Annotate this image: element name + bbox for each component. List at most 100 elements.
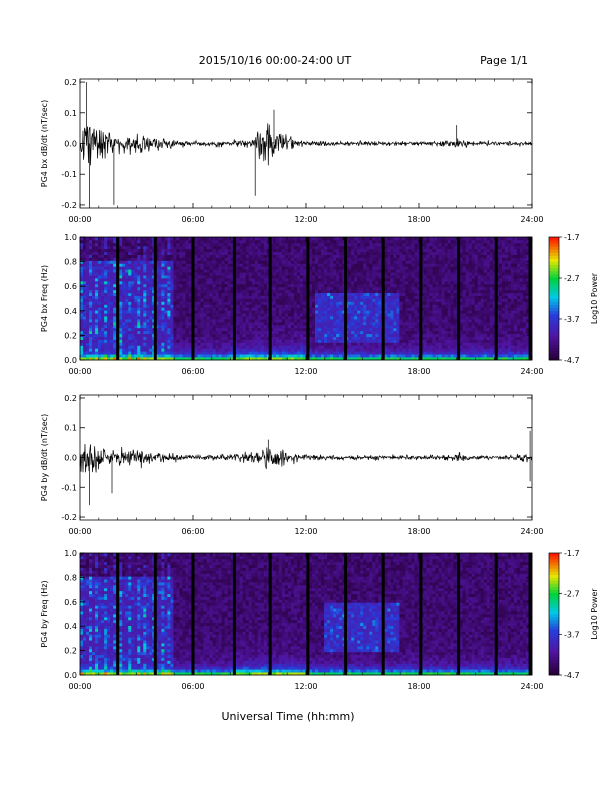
spectrogram-cell (264, 249, 267, 252)
spectrogram-cell (424, 269, 427, 272)
spectrogram-cell (399, 243, 402, 246)
spectrogram-cell (414, 299, 417, 302)
spectrogram-cell (228, 255, 231, 258)
spectrogram-cell (173, 331, 176, 334)
spectrogram-cell (300, 287, 303, 290)
spectrogram-cell (288, 240, 291, 243)
spectrogram-cell (252, 243, 255, 246)
spectrogram-cell (122, 272, 125, 275)
spectrogram-cell (164, 351, 167, 354)
spectrogram-cell (261, 334, 264, 337)
spectrogram-cell (279, 328, 282, 331)
spectrogram-cell (324, 290, 327, 293)
spectrogram-cell (110, 269, 113, 272)
spectrogram-cell (110, 319, 113, 322)
spectrogram-cell (309, 351, 312, 354)
spectrogram-cell (384, 307, 387, 310)
spectrogram-cell (363, 342, 366, 345)
spectrogram-cell (219, 354, 222, 357)
spectrogram-cell (146, 281, 149, 284)
spectrogram-cell (161, 281, 164, 284)
spectrogram-cell (393, 331, 396, 334)
spectrogram-cell (86, 263, 89, 266)
spectrogram-cell (264, 296, 267, 299)
spectrogram-cell (261, 325, 264, 328)
spectrogram-cell (164, 340, 167, 343)
spectrogram-cell (384, 275, 387, 278)
spectrogram-cell (333, 269, 336, 272)
spectrogram-cell (149, 281, 152, 284)
spectrogram-cell (372, 313, 375, 316)
spectrogram-cell (158, 299, 161, 302)
spectrogram-cell (402, 351, 405, 354)
spectrogram-cell (375, 287, 378, 290)
spectrogram-cell (354, 240, 357, 243)
spectrogram-cell (137, 307, 140, 310)
spectrogram-cell (110, 296, 113, 299)
spectrogram-cell (273, 275, 276, 278)
spectrogram-cell (351, 240, 354, 243)
spectrogram-cell (143, 313, 146, 316)
spectrogram-cell (291, 263, 294, 266)
spectrogram-cell (179, 348, 182, 351)
spectrogram-cell (396, 322, 399, 325)
spectrogram-cell (104, 243, 107, 246)
spectrogram-cell (237, 340, 240, 343)
spectrogram-cell (303, 272, 306, 275)
spectrogram-cell (297, 299, 300, 302)
spectrogram-cell (119, 299, 122, 302)
spectrogram-cell (113, 290, 116, 293)
spectrogram-cell (83, 278, 86, 281)
spectrogram-cell (348, 345, 351, 348)
x-tick-label: 24:00 (520, 215, 543, 224)
spectrogram-cell (273, 243, 276, 246)
spectrogram-cell (107, 304, 110, 307)
spectrogram-cell (101, 313, 104, 316)
spectrogram-cell (315, 284, 318, 287)
spectrogram-cell (167, 246, 170, 249)
spectrogram-cell (378, 260, 381, 263)
spectrogram-cell (167, 337, 170, 340)
spectrogram-cell (255, 345, 258, 348)
spectrogram-cell (195, 275, 198, 278)
spectrogram-cell (309, 252, 312, 255)
spectrogram-cell (366, 255, 369, 258)
spectrogram-cell (164, 284, 167, 287)
spectrogram-cell (128, 281, 131, 284)
spectrogram-cell (363, 275, 366, 278)
spectrogram-cell (92, 263, 95, 266)
spectrogram-cell (101, 284, 104, 287)
spectrogram-cell (131, 351, 134, 354)
spectrogram-cell (128, 246, 131, 249)
spectrogram-cell (297, 284, 300, 287)
spectrogram-cell (198, 354, 201, 357)
spectrogram-cell (188, 287, 191, 290)
spectrogram-cell (95, 287, 98, 290)
spectrogram-cell (312, 284, 315, 287)
spectrogram-cell (393, 266, 396, 269)
spectrogram-cell (140, 337, 143, 340)
spectrogram-cell (243, 304, 246, 307)
spectrogram-cell (327, 354, 330, 357)
spectrogram-cell (222, 255, 225, 258)
spectrogram-cell (98, 278, 101, 281)
spectrogram-cell (222, 307, 225, 310)
spectrogram-cell (427, 351, 430, 354)
spectrogram-cell (213, 334, 216, 337)
spectrogram-cell (300, 290, 303, 293)
spectrogram-cell (143, 260, 146, 263)
spectrogram-cell (149, 304, 152, 307)
spectrogram-cell (366, 293, 369, 296)
spectrogram-cell (276, 334, 279, 337)
spectrogram-cell (167, 281, 170, 284)
spectrogram-cell (131, 263, 134, 266)
spectrogram-cell (243, 351, 246, 354)
spectrogram-cell (333, 342, 336, 345)
spectrogram-cell (348, 328, 351, 331)
spectrogram-cell (137, 340, 140, 343)
spectrogram-cell (207, 301, 210, 304)
spectrogram-cell (387, 272, 390, 275)
spectrogram-cell (83, 275, 86, 278)
spectrogram-cell (424, 351, 427, 354)
spectrogram-cell (228, 342, 231, 345)
